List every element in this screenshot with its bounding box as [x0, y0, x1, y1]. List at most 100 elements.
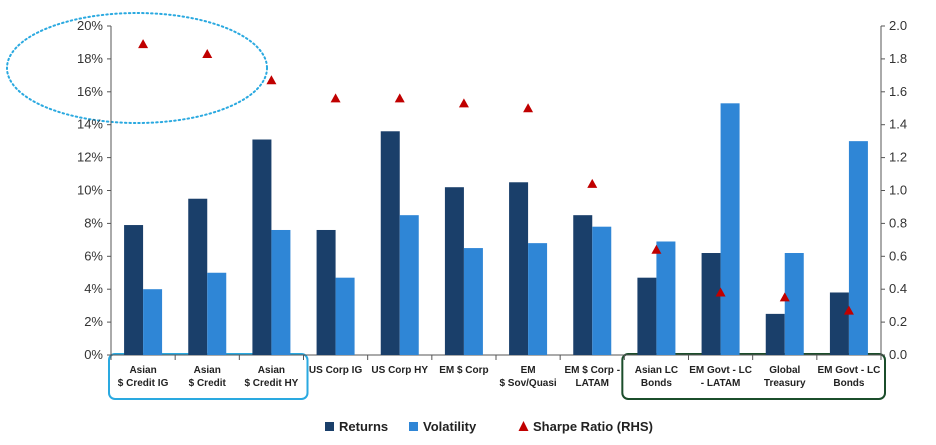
category-label-line: Asian	[129, 365, 156, 376]
volatility-bar	[335, 277, 355, 355]
legend-swatch	[325, 422, 334, 431]
returns-bar	[252, 139, 272, 355]
right-tick-label: 0.2	[889, 314, 907, 329]
returns-bar	[316, 229, 336, 355]
volatility-bar	[592, 226, 612, 355]
category-label-line: Treasury	[764, 378, 806, 389]
sharpe-ratio-marker	[523, 103, 534, 113]
category-label-line: Asian	[194, 365, 221, 376]
left-tick-label: 12%	[77, 150, 103, 165]
category-label-line: US Corp IG	[309, 365, 363, 376]
category-label-line: $ Credit	[189, 378, 227, 389]
bars	[124, 103, 868, 355]
left-tick-label: 4%	[84, 281, 103, 296]
category-label-line: $ Credit HY	[244, 378, 298, 389]
legend-label: Returns	[339, 419, 388, 434]
category-label: EM $ Corp - LATAM	[564, 365, 620, 389]
right-tick-label: 1.0	[889, 183, 907, 198]
volatility-bar	[271, 229, 291, 355]
left-tick-label: 6%	[84, 248, 103, 263]
right-tick-label: 2.0	[889, 18, 907, 33]
sharpe-ratio-marker	[843, 305, 854, 315]
left-tick-label: 20%	[77, 18, 103, 33]
category-label-line: EM Govt - LC	[818, 365, 881, 376]
returns-bar	[765, 313, 785, 355]
returns-bar	[573, 215, 593, 355]
left-tick-label: 8%	[84, 215, 103, 230]
category-label-line: EM $ Corp	[439, 365, 488, 376]
returns-bar	[380, 131, 400, 355]
returns-bar	[637, 277, 657, 355]
category-label-line: Global	[769, 365, 800, 376]
right-tick-label: 1.2	[889, 150, 907, 165]
left-tick-label: 14%	[77, 117, 103, 132]
returns-bar	[701, 253, 721, 355]
sharpe-ratio-marker	[715, 287, 726, 297]
category-label-line: LATAM	[575, 378, 609, 389]
returns-bar	[124, 225, 144, 355]
legend: Returns Volatility Sharpe Ratio (RHS)	[325, 419, 653, 434]
returns-bar	[444, 187, 464, 355]
category-label-line: EM $ Corp -	[564, 365, 620, 376]
legend-swatch	[409, 422, 418, 431]
right-tick-label: 0.4	[889, 281, 907, 296]
volatility-bar	[528, 243, 548, 355]
category-label-line: US Corp HY	[371, 365, 428, 376]
returns-bar	[188, 198, 208, 355]
category-label: US Corp HY	[371, 365, 428, 376]
axes: 0% 2% 4% 6% 8% 10% 12% 14% 16% 18% 20% 0.0 0.2 0.4 0.6…	[77, 18, 907, 362]
category-label: EM Govt - LC Bonds	[818, 365, 881, 389]
left-tick-label: 18%	[77, 51, 103, 66]
sharpe-ratio-marker	[651, 244, 662, 254]
right-tick-label: 0.8	[889, 215, 907, 230]
category-label-line: Asian LC	[635, 365, 678, 376]
category-label-line: $ Credit IG	[118, 378, 169, 389]
sharpe-ratio-marker	[266, 75, 277, 85]
sharpe-ratio-marker	[330, 93, 341, 103]
sharpe-ratio-marker	[587, 178, 598, 188]
returns-bar	[829, 292, 849, 355]
volatility-bar	[720, 103, 740, 355]
category-label: EM $ Corp	[439, 365, 488, 376]
category-label-line: Bonds	[833, 378, 865, 389]
category-label: Asian $ Credit	[189, 365, 227, 389]
category-group-box	[108, 353, 309, 400]
sharpe-ratio-marker	[394, 93, 405, 103]
sharpe-ratio-marker	[138, 39, 149, 49]
right-tick-label: 1.6	[889, 84, 907, 99]
volatility-bar	[143, 289, 163, 355]
category-label: EM Govt - LC - LATAM	[689, 365, 752, 389]
right-tick-label: 1.8	[889, 51, 907, 66]
category-label-line: Bonds	[641, 378, 673, 389]
legend-label: Sharpe Ratio (RHS)	[533, 419, 653, 434]
category-label-line: EM	[521, 365, 536, 376]
sharpe-ratio-marker	[458, 98, 469, 108]
category-label: Asian $ Credit IG	[118, 365, 169, 389]
volatility-bar	[399, 215, 419, 355]
category-label: Asian $ Credit HY	[244, 365, 298, 389]
category-label-line: $ Sov/Quasi	[499, 378, 556, 389]
category-label: EM $ Sov/Quasi	[499, 365, 556, 389]
volatility-bar	[784, 253, 804, 355]
category-label: Global Treasury	[764, 365, 806, 389]
left-tick-label: 16%	[77, 84, 103, 99]
legend-label: Volatility	[423, 419, 477, 434]
sharpe-ratio-marker	[202, 48, 213, 58]
category-group-box	[621, 353, 886, 400]
sharpe-ratio-marker	[779, 292, 790, 302]
volatility-bar	[848, 141, 868, 355]
left-tick-label: 2%	[84, 314, 103, 329]
category-label: Asian LC Bonds	[635, 365, 678, 389]
right-tick-label: 0.6	[889, 248, 907, 263]
sharpe-markers	[138, 39, 854, 315]
category-label-line: Asian	[258, 365, 285, 376]
volatility-bar	[656, 241, 676, 355]
legend-swatch	[518, 421, 529, 431]
left-tick-label: 10%	[77, 183, 103, 198]
returns-bar	[509, 182, 529, 355]
category-labels: Asian $ Credit IG Asian $ Credit Asian $ Cred…	[118, 365, 881, 389]
highlight-ellipse	[6, 12, 268, 124]
volatility-bar	[463, 248, 483, 355]
volatility-bar	[207, 272, 227, 355]
